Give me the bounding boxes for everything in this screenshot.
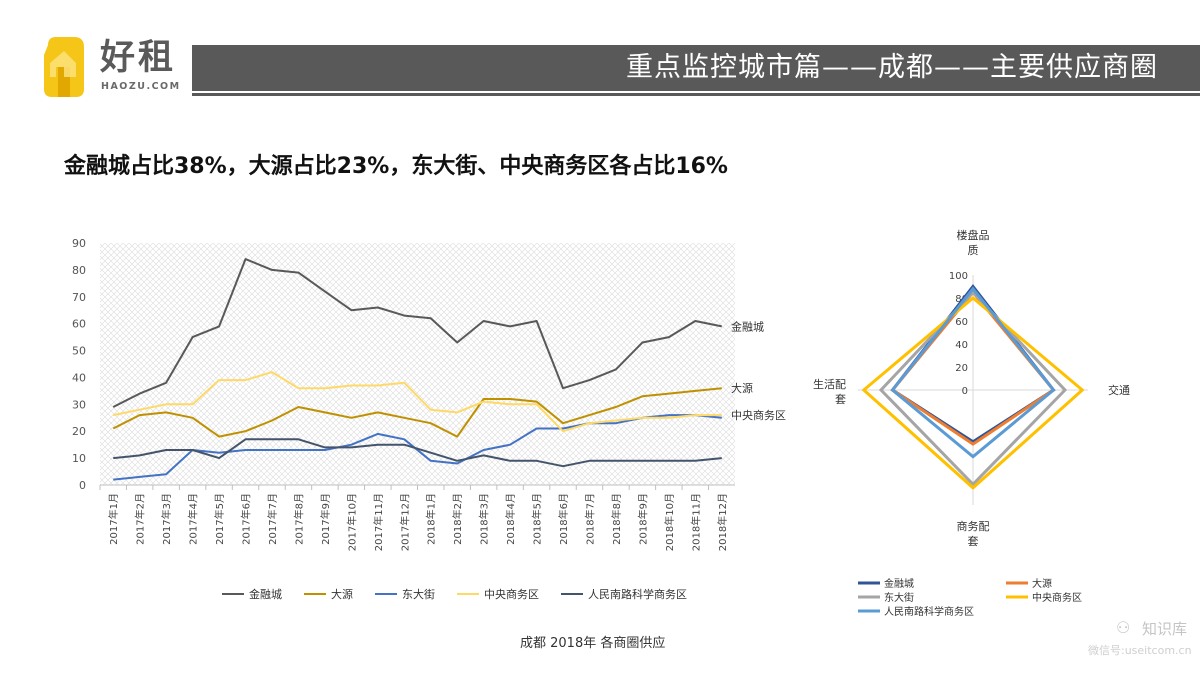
radar-tick-label: 0 bbox=[962, 386, 968, 397]
x-tick-label: 2018年2月 bbox=[451, 493, 464, 545]
radar-legend-item-金融城: 金融城 bbox=[858, 577, 914, 590]
radar-tick-label: 40 bbox=[955, 340, 968, 351]
haozu-logo: 好租 HAOZU.COM bbox=[44, 37, 184, 97]
x-tick-label: 2018年5月 bbox=[531, 493, 544, 545]
header-bar: 重点监控城市篇——成都——主要供应商圈 bbox=[192, 45, 1200, 91]
radar-legend-label: 人民南路科学商务区 bbox=[884, 605, 974, 618]
radar-axis-label-bottom: 商务配套 bbox=[957, 519, 990, 548]
x-tick-label: 2017年4月 bbox=[187, 493, 200, 545]
radar-legend-label: 大源 bbox=[1032, 577, 1052, 590]
x-tick-label: 2017年7月 bbox=[266, 493, 279, 545]
radar-legend-item-人民南路科学商务区: 人民南路科学商务区 bbox=[858, 605, 974, 618]
y-tick-label: 80 bbox=[72, 264, 86, 277]
series-line-人民南路科学商务区 bbox=[113, 438, 722, 468]
radar-legend-label: 金融城 bbox=[884, 577, 914, 590]
y-tick-label: 70 bbox=[72, 291, 86, 304]
x-tick-label: 2017年12月 bbox=[398, 493, 411, 551]
legend-label: 大源 bbox=[331, 587, 353, 601]
page-subtitle: 金融城占比38%，大源占比23%，东大街、中央商务区各占比16% bbox=[64, 154, 728, 179]
radar-tick-label: 100 bbox=[949, 271, 968, 282]
series-line-东大街 bbox=[113, 414, 722, 481]
y-tick-label: 0 bbox=[79, 479, 86, 492]
legend-item-大源: 大源 bbox=[304, 587, 353, 601]
watermark-name: 知识库 bbox=[1142, 620, 1188, 638]
radar-series-中央商务区 bbox=[861, 296, 1085, 490]
watermark-url: 微信号:useitcom.cn bbox=[1088, 644, 1192, 657]
line-chart-plot-area bbox=[100, 243, 735, 485]
x-tick-label: 2017年8月 bbox=[292, 493, 305, 545]
series-end-label: 大源 bbox=[731, 381, 753, 395]
x-tick-label: 2017年3月 bbox=[160, 493, 173, 545]
y-tick-label: 90 bbox=[72, 237, 86, 250]
y-tick-label: 10 bbox=[72, 452, 86, 465]
radar-legend-item-中央商务区: 中央商务区 bbox=[1006, 591, 1082, 604]
legend-item-东大街: 东大街 bbox=[375, 587, 435, 601]
chart-caption: 成都 2018年 各商圈供应 bbox=[520, 636, 666, 651]
radar-series-东大街 bbox=[878, 290, 1068, 487]
x-tick-label: 2018年6月 bbox=[557, 493, 570, 545]
legend-label: 东大街 bbox=[402, 587, 435, 601]
legend-label: 金融城 bbox=[249, 587, 282, 601]
watermark: ⚇ 知识库 微信号:useitcom.cn bbox=[1088, 614, 1198, 664]
series-line-大源 bbox=[112, 387, 722, 438]
x-tick-label: 2018年10月 bbox=[663, 493, 676, 551]
wechat-icon: ⚇ bbox=[1116, 618, 1131, 637]
series-end-label: 中央商务区 bbox=[731, 408, 786, 422]
radar-axis-label-left: 生活配套 bbox=[813, 377, 846, 406]
radar-legend-item-东大街: 东大街 bbox=[858, 591, 914, 604]
legend-item-金融城: 金融城 bbox=[222, 587, 282, 601]
x-tick-label: 2018年1月 bbox=[425, 493, 438, 545]
page-title: 重点监控城市篇——成都——主要供应商圈 bbox=[626, 52, 1158, 83]
x-tick-label: 2017年6月 bbox=[240, 493, 253, 545]
x-tick-label: 2017年9月 bbox=[319, 493, 332, 545]
radar-legend-label: 中央商务区 bbox=[1032, 591, 1082, 604]
radar-legend-item-大源: 大源 bbox=[1006, 577, 1052, 590]
logo-name-en: HAOZU.COM bbox=[101, 81, 181, 92]
series-line-金融城 bbox=[112, 258, 722, 408]
legend-item-中央商务区: 中央商务区 bbox=[457, 587, 539, 601]
logo-name-cn: 好租 bbox=[100, 38, 177, 78]
x-tick-label: 2018年3月 bbox=[478, 493, 491, 545]
x-tick-label: 2018年12月 bbox=[716, 493, 729, 551]
x-tick-label: 2018年8月 bbox=[610, 493, 623, 545]
radar-tick-label: 60 bbox=[955, 317, 968, 328]
legend-item-人民南路科学商务区: 人民南路科学商务区 bbox=[561, 587, 687, 601]
y-tick-label: 20 bbox=[72, 425, 86, 438]
x-tick-label: 2018年4月 bbox=[504, 493, 517, 545]
x-tick-label: 2018年11月 bbox=[689, 493, 702, 551]
legend-label: 人民南路科学商务区 bbox=[588, 587, 687, 601]
series-end-label: 金融城 bbox=[731, 319, 764, 333]
radar-axis-label-right: 交通 bbox=[1108, 383, 1130, 397]
legend-label: 中央商务区 bbox=[484, 587, 539, 601]
x-tick-label: 2017年2月 bbox=[134, 493, 147, 545]
y-tick-label: 60 bbox=[72, 318, 86, 331]
radar-legend-label: 东大街 bbox=[884, 591, 914, 604]
y-tick-label: 30 bbox=[72, 398, 86, 411]
x-tick-label: 2017年1月 bbox=[107, 493, 120, 545]
x-tick-label: 2018年7月 bbox=[583, 493, 596, 545]
y-tick-label: 50 bbox=[72, 345, 86, 358]
radar-series-人民南路科学商务区 bbox=[890, 286, 1056, 459]
y-tick-label: 40 bbox=[72, 371, 86, 384]
radar-axis-label-top: 楼盘品质 bbox=[957, 228, 990, 257]
x-tick-label: 2017年10月 bbox=[345, 493, 358, 551]
series-line-中央商务区 bbox=[113, 371, 722, 433]
x-tick-label: 2018年9月 bbox=[636, 493, 649, 545]
radar-tick-label: 20 bbox=[955, 363, 968, 374]
line-chart: 0 10 20 30 40 50 60 70 80 90 2017年1月 2017年2月 2017年3… bbox=[72, 237, 786, 601]
haozu-logo-mark-icon bbox=[44, 37, 84, 97]
header-divider bbox=[192, 93, 1200, 96]
x-tick-label: 2017年5月 bbox=[213, 493, 226, 545]
x-tick-label: 2017年11月 bbox=[372, 493, 385, 551]
